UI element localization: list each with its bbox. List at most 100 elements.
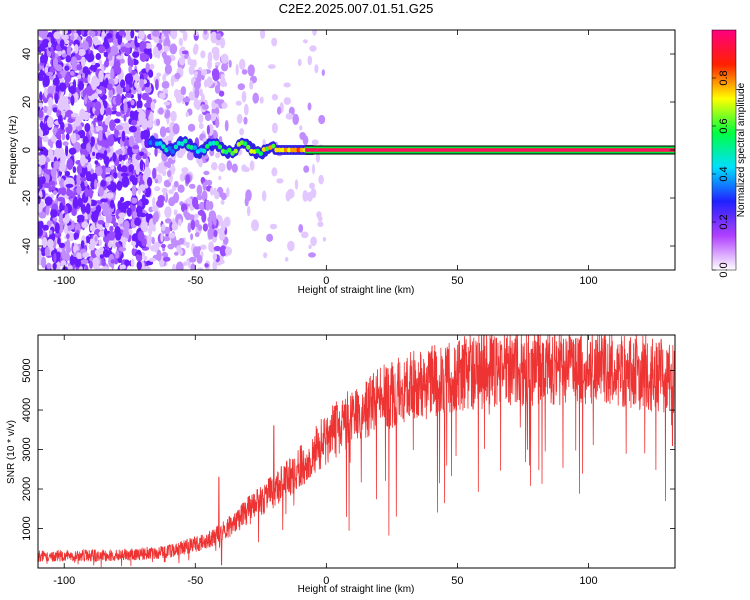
heatmap-cell xyxy=(137,120,142,126)
heatmap-cell xyxy=(104,227,108,237)
heatmap-cell xyxy=(302,39,308,44)
signal-core-cell xyxy=(233,148,238,154)
heatmap-cell xyxy=(124,73,133,85)
heatmap-cell xyxy=(134,73,140,82)
heatmap-cell xyxy=(81,165,88,175)
heatmap-cell xyxy=(45,71,54,76)
heatmap-cell xyxy=(215,118,220,128)
colorbar-tick-label: 0.6 xyxy=(718,118,730,133)
heatmap-cell xyxy=(115,93,122,106)
heatmap-cell xyxy=(197,72,202,83)
heatmap-cell xyxy=(64,65,70,71)
heatmap-cell xyxy=(221,62,229,72)
heatmap-cell xyxy=(180,30,185,33)
heatmap-cell xyxy=(134,81,138,88)
heatmap-cell xyxy=(121,165,128,173)
heatmap-cell xyxy=(72,166,77,174)
heatmap-cell xyxy=(231,163,238,173)
heatmap-cell xyxy=(99,267,107,270)
heatmap-cell xyxy=(143,198,149,206)
heatmap-cell xyxy=(69,70,75,76)
signal-core-cell xyxy=(167,146,172,151)
heatmap-cell xyxy=(187,222,192,233)
heatmap-cell xyxy=(123,101,128,114)
heatmap-cell xyxy=(50,135,58,142)
heatmap-cell xyxy=(76,173,82,186)
heatmap-cell xyxy=(294,179,299,190)
heatmap-cell xyxy=(298,224,304,233)
heatmap-cell xyxy=(118,30,126,37)
heatmap-cell xyxy=(154,147,158,157)
heatmap-cell xyxy=(161,224,166,231)
heatmap-cell xyxy=(58,242,65,248)
heatmap-cell xyxy=(59,39,65,49)
heatmap-cell xyxy=(87,53,95,62)
snr-x-ticks: -100 -50 0 50 100 xyxy=(53,335,598,587)
heatmap-cell xyxy=(153,36,160,44)
heatmap-cell xyxy=(70,95,75,106)
heatmap-cell xyxy=(85,235,91,244)
heatmap-cell xyxy=(111,106,117,111)
heatmap-cell xyxy=(181,167,189,174)
heatmap-cell xyxy=(124,92,132,98)
heatmap-cell xyxy=(58,82,67,92)
heatmap-cell xyxy=(237,83,245,91)
heatmap-cell xyxy=(169,43,178,55)
heatmap-cell xyxy=(182,97,191,103)
heatmap-cell xyxy=(149,111,154,123)
heatmap-cell xyxy=(38,159,46,166)
heatmap-cell xyxy=(116,171,124,179)
heatmap-cell xyxy=(269,223,278,230)
heatmap-cell xyxy=(211,68,220,80)
heatmap-cell xyxy=(259,96,264,104)
heatmap-cell xyxy=(48,148,53,160)
heatmap-cell xyxy=(81,40,89,51)
heatmap-cell xyxy=(50,167,57,178)
heatmap-cell xyxy=(58,222,64,234)
heatmap-cell xyxy=(218,162,226,172)
heatmap-cell xyxy=(163,45,170,53)
heatmap-cell xyxy=(292,113,300,126)
heatmap-cell xyxy=(163,37,171,49)
heatmap-cell xyxy=(318,114,326,125)
heatmap-cell xyxy=(94,235,98,242)
signal-core-cell xyxy=(277,147,282,153)
heatmap-cell xyxy=(161,80,170,89)
heatmap-cell xyxy=(188,94,196,101)
heatmap-cell xyxy=(186,197,192,205)
heatmap-cell xyxy=(52,190,58,196)
heatmap-cell xyxy=(321,69,325,76)
heatmap-cell xyxy=(44,87,48,97)
heatmap-cell xyxy=(108,231,116,241)
heatmap-cell xyxy=(130,258,135,268)
heatmap-cell xyxy=(177,184,185,193)
heatmap-cell xyxy=(55,140,62,147)
signal-core-cell xyxy=(274,147,279,153)
heatmap-cell xyxy=(132,210,138,219)
heatmap-cell xyxy=(249,80,254,90)
heatmap-cell xyxy=(150,245,158,252)
heatmap-cell xyxy=(181,50,189,55)
heatmap-cell xyxy=(44,246,51,257)
heatmap-cell xyxy=(138,30,145,40)
x-tick-label: 50 xyxy=(451,275,463,287)
heatmap-cell xyxy=(61,133,66,141)
heatmap-cell xyxy=(80,176,87,182)
heatmap-x-label: Height of straight line (km) xyxy=(298,285,415,296)
heatmap-cell xyxy=(64,205,68,215)
heatmap-cell xyxy=(38,109,44,118)
heatmap-cell xyxy=(79,266,83,270)
heatmap-cell xyxy=(51,50,56,60)
heatmap-cell xyxy=(80,240,85,249)
heatmap-cell xyxy=(215,152,221,159)
heatmap-cell xyxy=(42,224,49,231)
heatmap-cell xyxy=(38,166,42,175)
y-tick-label: -20 xyxy=(21,190,33,206)
signal-core-cell xyxy=(189,145,194,150)
heatmap-cell xyxy=(94,101,102,111)
figure-title: C2E2.2025.007.01.51.G25 xyxy=(279,1,434,16)
heatmap-cell xyxy=(219,232,226,240)
y-tick-label: 3000 xyxy=(21,437,33,461)
heatmap-cell xyxy=(46,238,54,249)
heatmap-cell xyxy=(203,79,209,88)
